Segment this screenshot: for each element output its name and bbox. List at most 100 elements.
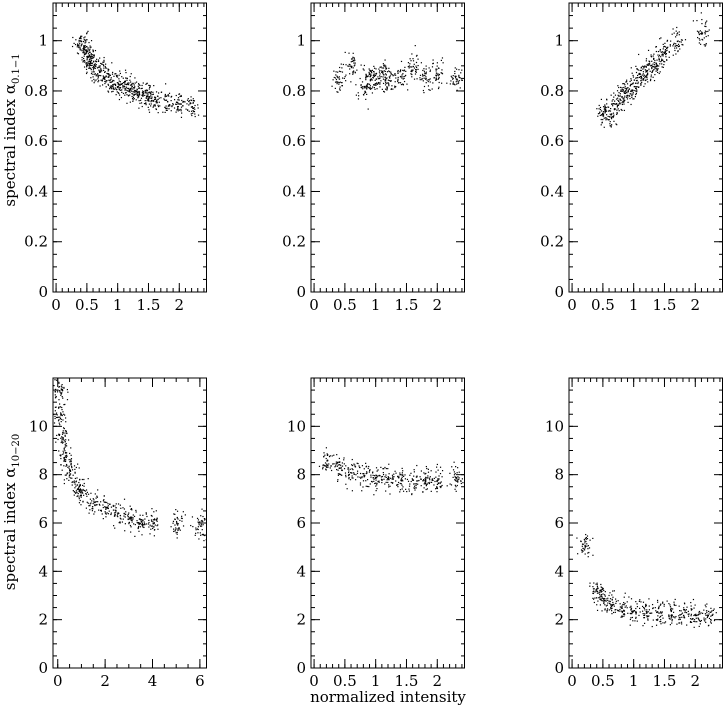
data-point: [617, 94, 619, 96]
data-point: [419, 74, 422, 76]
data-point: [94, 73, 96, 76]
data-point: [610, 604, 612, 606]
data-point: [614, 609, 616, 611]
data-point: [82, 488, 84, 491]
data-point: [127, 84, 130, 86]
data-point: [186, 103, 188, 105]
data-point: [83, 55, 85, 57]
data-point: [172, 522, 174, 524]
data-point: [708, 613, 710, 615]
data-point: [623, 109, 626, 112]
data-point: [176, 101, 179, 103]
data-point: [115, 510, 117, 512]
data-point: [73, 494, 75, 496]
data-point: [98, 80, 100, 82]
data-point: [87, 47, 89, 49]
data-point: [642, 625, 644, 627]
data-point: [367, 467, 369, 469]
data-point: [660, 51, 662, 53]
data-point: [171, 105, 173, 107]
data-point: [450, 484, 453, 486]
data-point: [646, 64, 648, 66]
data-point: [701, 18, 703, 21]
x-tick-label: 1.5: [137, 296, 161, 314]
data-point: [644, 609, 646, 611]
data-point: [609, 123, 611, 125]
data-point: [349, 479, 352, 481]
data-point: [141, 94, 143, 96]
data-point: [130, 73, 132, 75]
data-point: [643, 614, 645, 617]
data-point: [353, 58, 355, 60]
data-point: [627, 101, 629, 103]
data-point: [202, 515, 204, 518]
data-point: [102, 65, 105, 67]
data-point: [387, 82, 389, 84]
data-point: [134, 89, 136, 91]
data-point: [128, 521, 131, 524]
data-point: [614, 108, 617, 110]
data-point: [64, 459, 66, 461]
data-point: [600, 124, 602, 126]
data-point: [91, 508, 93, 510]
data-point: [672, 28, 674, 30]
data-point: [436, 65, 438, 67]
data-point: [350, 65, 352, 67]
data-point: [663, 63, 665, 66]
data-point: [157, 92, 160, 94]
data-point: [638, 614, 640, 617]
data-point: [338, 82, 340, 84]
data-point: [147, 523, 149, 525]
data-point: [175, 101, 178, 103]
data-point: [80, 504, 82, 506]
data-point: [63, 458, 65, 460]
data-point: [165, 105, 167, 107]
data-point: [400, 83, 403, 86]
data-point: [88, 60, 90, 62]
data-point: [369, 85, 372, 87]
data-point: [404, 66, 406, 68]
data-point: [166, 107, 168, 109]
data-point: [59, 454, 61, 456]
data-point: [376, 83, 378, 85]
data-point: [90, 502, 92, 504]
data-point: [176, 528, 178, 530]
data-point: [89, 54, 91, 56]
data-point: [200, 534, 202, 536]
data-point: [598, 104, 600, 107]
data-point: [371, 87, 373, 90]
data-point: [701, 612, 704, 614]
data-point: [376, 488, 378, 490]
data-point: [87, 53, 90, 55]
data-point: [407, 480, 410, 482]
data-point: [622, 90, 624, 92]
data-point: [668, 51, 670, 53]
data-point: [338, 467, 341, 469]
data-point: [683, 609, 686, 611]
data-point: [621, 102, 623, 104]
data-point: [421, 79, 423, 81]
data-point: [658, 54, 661, 56]
data-point: [149, 85, 151, 87]
data-point: [400, 479, 402, 481]
data-point: [116, 513, 119, 515]
data-point: [413, 483, 415, 485]
data-point: [88, 51, 90, 53]
data-point: [375, 82, 377, 85]
data-point: [185, 108, 187, 110]
data-point: [655, 610, 657, 612]
data-point: [405, 74, 407, 77]
data-point: [337, 71, 339, 73]
data-point: [126, 94, 128, 96]
data-point: [411, 493, 413, 496]
data-point: [706, 616, 708, 619]
data-point: [422, 89, 425, 92]
data-point: [662, 48, 664, 50]
data-point: [679, 618, 681, 620]
data-point: [456, 68, 458, 70]
data-point: [162, 111, 164, 113]
data-point: [338, 83, 340, 85]
data-point: [647, 615, 649, 617]
data-point: [604, 608, 606, 610]
data-point: [99, 71, 101, 74]
